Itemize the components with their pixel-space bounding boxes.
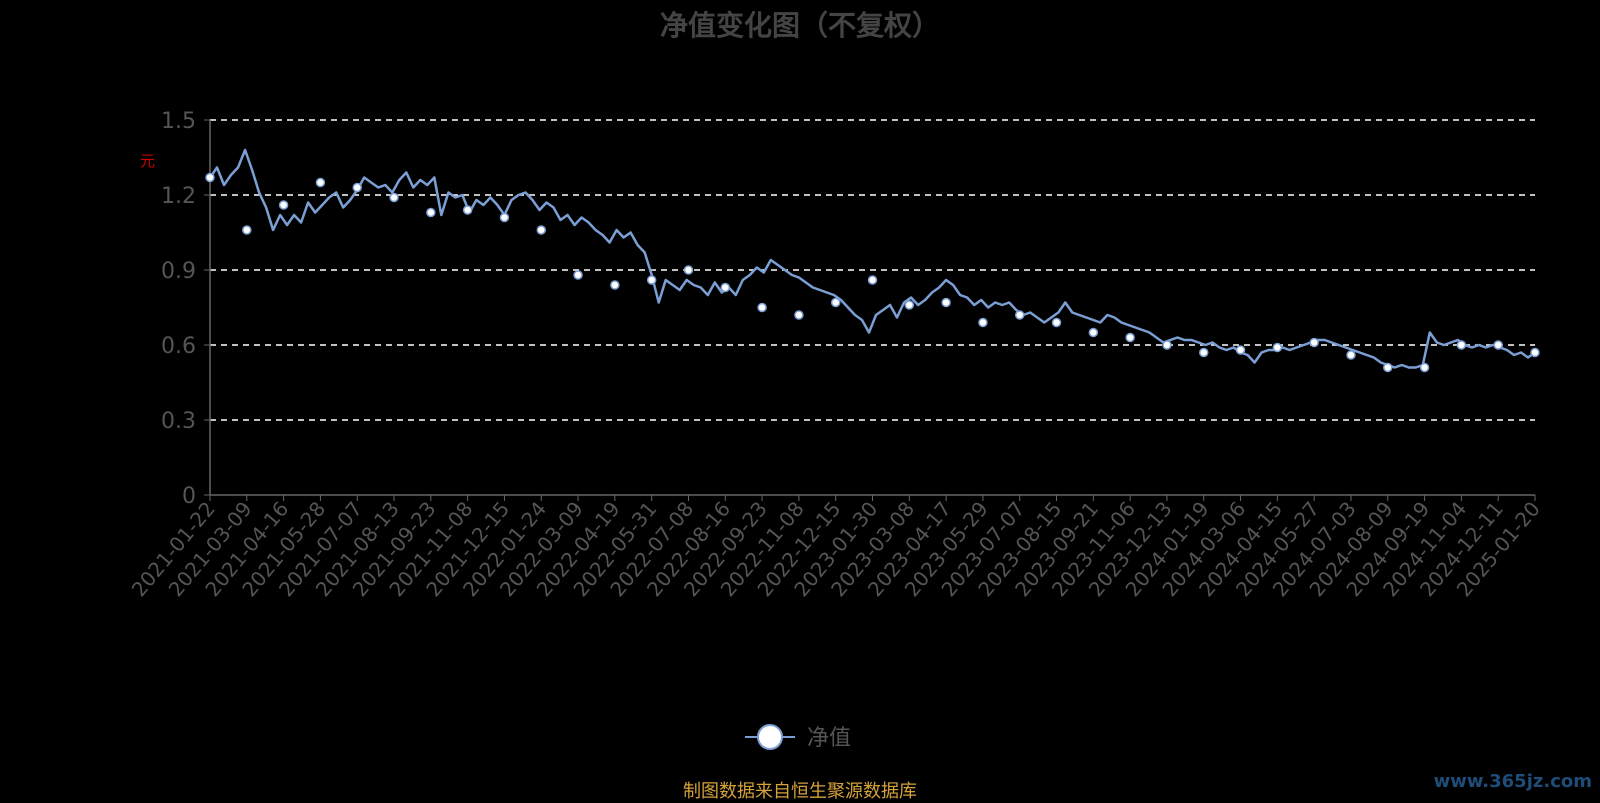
y-tick-label: 1.2: [161, 184, 196, 209]
data-point: [830, 297, 841, 308]
data-point: [573, 270, 583, 280]
data-point: [978, 317, 988, 328]
data-point: [1125, 332, 1135, 343]
data-point: [1272, 342, 1283, 353]
legend-circle-icon: [757, 724, 783, 750]
data-point: [720, 282, 731, 293]
x-tick-labels: 2021-01-222021-03-092021-04-162021-05-28…: [127, 497, 1545, 601]
data-point: [1051, 317, 1062, 328]
y-tick-labels: 0 0.3 0.6 0.9 1.2 1.5: [161, 109, 196, 509]
data-point: [610, 280, 620, 290]
data-point: [757, 302, 767, 313]
data-point: [1199, 347, 1209, 358]
series-line: [208, 148, 1536, 369]
data-point: [1346, 350, 1356, 360]
data-point: [1162, 340, 1172, 350]
data-point: [1014, 310, 1025, 320]
data-point: [1456, 340, 1467, 350]
legend-label[interactable]: 净值: [807, 726, 851, 751]
data-point: [1419, 362, 1430, 373]
data-point: [1088, 327, 1099, 338]
data-point: [352, 182, 362, 193]
chart-title: 净值变化图（不复权）: [659, 9, 940, 42]
legend[interactable]: 净值: [745, 724, 851, 751]
data-point: [426, 207, 436, 218]
data-point: [794, 310, 804, 320]
grid-lines: [210, 119, 1535, 421]
data-point: [205, 172, 215, 183]
data-point: [499, 212, 510, 223]
axes: [204, 119, 1536, 501]
data-point: [1493, 340, 1503, 350]
y-tick-label: 0.3: [161, 409, 196, 434]
y-unit-label: 元: [140, 152, 156, 170]
site-watermark: www.365jz.com: [1433, 771, 1592, 792]
data-point: [242, 225, 252, 235]
data-point: [389, 192, 399, 203]
series-nav: [208, 148, 1536, 369]
data-point: [683, 265, 694, 275]
data-point: [1383, 362, 1393, 373]
y-tick-label: 1.5: [161, 109, 196, 134]
data-point: [1309, 337, 1319, 348]
y-tick-label: 0: [182, 484, 196, 509]
data-point: [904, 300, 915, 310]
y-tick-label: 0.6: [161, 334, 196, 359]
data-point: [1530, 347, 1540, 358]
y-tick-label: 0.9: [161, 259, 196, 284]
data-point: [536, 225, 546, 235]
data-point: [315, 177, 326, 188]
data-point: [278, 200, 289, 210]
series-markers: [205, 172, 1540, 373]
data-source-note: 制图数据来自恒生聚源数据库: [683, 781, 917, 802]
data-point: [941, 297, 951, 308]
data-point: [867, 275, 878, 285]
data-point: [646, 275, 657, 285]
data-point: [1235, 345, 1246, 355]
data-point: [462, 205, 473, 215]
